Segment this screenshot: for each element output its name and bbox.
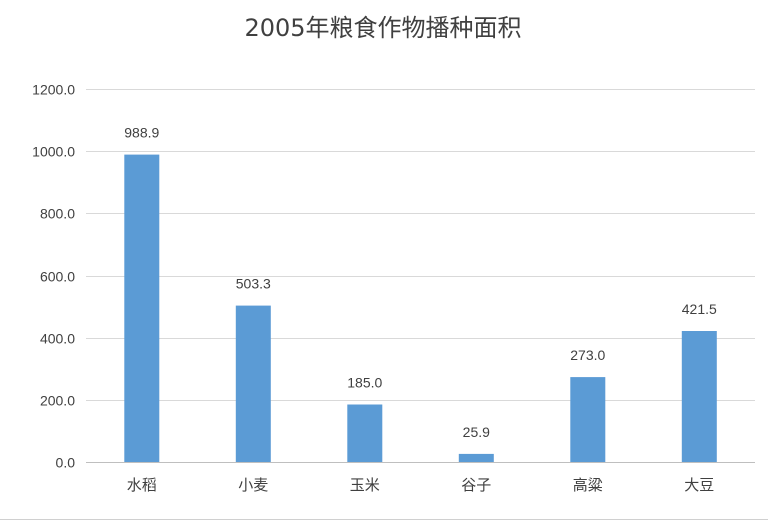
y-tick-label: 400.0	[40, 331, 75, 347]
chart-title: 2005年粮食作物播种面积	[244, 14, 521, 42]
x-category-label: 玉米	[350, 476, 380, 494]
x-category-label: 高粱	[573, 476, 603, 494]
gridlines	[86, 89, 755, 401]
x-category-label: 谷子	[461, 476, 491, 494]
y-tick-label: 200.0	[40, 393, 75, 409]
y-tick-label: 0.0	[56, 455, 76, 471]
y-tick-label: 800.0	[40, 206, 75, 222]
data-label: 273.0	[570, 347, 605, 363]
bar	[235, 305, 271, 462]
bar	[347, 404, 383, 462]
bars	[124, 154, 717, 462]
x-category-label: 小麦	[238, 476, 268, 494]
x-axis-category-labels: 水稻 小麦 玉米 谷子 高粱 大豆	[127, 476, 715, 494]
bar	[570, 377, 606, 462]
bar	[458, 453, 494, 462]
y-tick-label: 600.0	[40, 269, 75, 285]
data-labels: 988.9 503.3 185.0 25.9 273.0 421.5	[124, 125, 717, 440]
y-axis-tick-labels: 0.0 200.0 400.0 600.0 800.0 1000.0 1200.0	[32, 82, 75, 471]
bar	[124, 154, 160, 462]
y-tick-label: 1200.0	[32, 82, 75, 98]
data-label: 25.9	[463, 424, 490, 440]
data-label: 185.0	[347, 375, 382, 391]
x-category-label: 大豆	[684, 476, 714, 494]
data-label: 503.3	[236, 276, 271, 292]
data-label: 988.9	[124, 125, 159, 141]
data-label: 421.5	[682, 301, 717, 317]
bar	[681, 331, 717, 462]
y-tick-label: 1000.0	[32, 144, 75, 160]
x-category-label: 水稻	[127, 476, 157, 494]
